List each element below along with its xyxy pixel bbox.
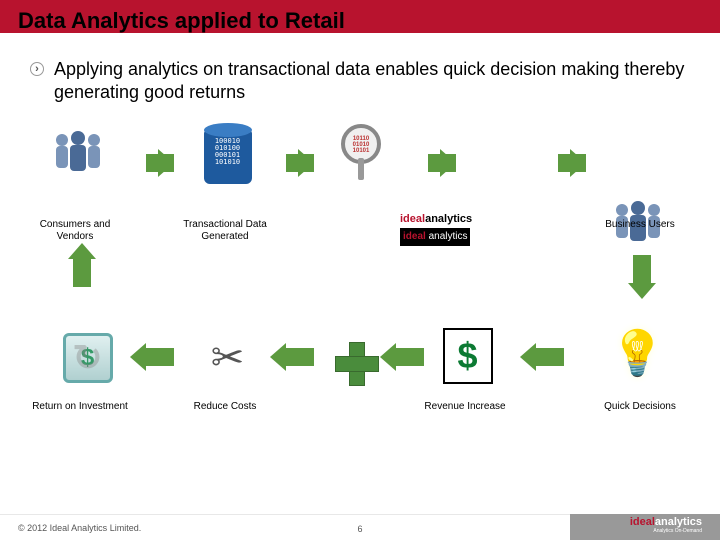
consumers-icon (40, 123, 115, 193)
scissors-icon: ✂ (190, 323, 265, 393)
arrow-4 (570, 149, 586, 177)
footer-bar: © 2012 Ideal Analytics Limited. idealana… (0, 514, 720, 540)
bulb-icon: 💡 (600, 318, 675, 388)
arrow-3 (440, 149, 456, 177)
content-area: Applying analytics on transactional data… (0, 44, 720, 453)
magnifier-icon: 101100101010101 (326, 119, 401, 189)
transactional-label: Transactional Data Generated (170, 219, 280, 243)
quick-label: Quick Decisions (590, 401, 690, 413)
database-icon: 100010010100000101101010 (190, 121, 265, 191)
reduce-label: Reduce Costs (180, 401, 270, 413)
brand-block: idealanalytics ideal analytics (400, 211, 472, 247)
roi-label: Return on Investment (30, 401, 130, 413)
page-title: Data Analytics applied to Retail (18, 8, 345, 34)
brand-black: analytics (425, 213, 472, 225)
arrow-8 (130, 343, 146, 371)
arrow-2 (298, 149, 314, 177)
footer-logo: idealanalytics Analytics On-Demand (630, 516, 702, 534)
arrow-7b (270, 343, 286, 371)
revenue-label: Revenue Increase (410, 401, 520, 413)
arrow-1 (158, 149, 174, 177)
logo-white: analytics (655, 516, 702, 528)
brand-red: ideal (400, 213, 425, 225)
copyright-text: © 2012 Ideal Analytics Limited. (18, 523, 141, 533)
title-bar: Data Analytics applied to Retail (0, 0, 720, 44)
arrow-6 (520, 343, 536, 371)
bullet-icon (30, 62, 44, 76)
roi-icon: $ (50, 323, 125, 393)
business-label: Business Users (590, 219, 690, 231)
subtitle-text: Applying analytics on transactional data… (54, 58, 702, 105)
arrow-7a (380, 343, 396, 371)
dollar-icon: $ (430, 321, 505, 391)
logo-red: ideal (630, 516, 655, 528)
subtitle-row: Applying analytics on transactional data… (30, 58, 702, 105)
arrow-5 (628, 283, 656, 299)
consumers-label: Consumers and Vendors (30, 219, 120, 243)
logo-tagline: Analytics On-Demand (630, 528, 702, 534)
arrow-9 (68, 243, 96, 259)
flow-diagram: Consumers and Vendors 100010010100000101… (30, 123, 702, 453)
brand-box-white: analytics (429, 231, 468, 242)
brand-box-red: ideal (403, 231, 426, 242)
